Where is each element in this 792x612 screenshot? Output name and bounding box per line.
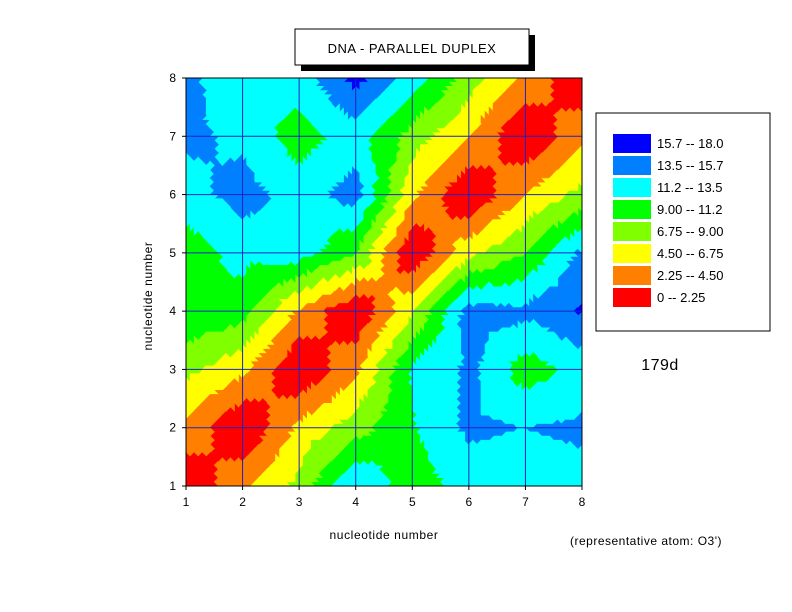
contour-cell	[302, 472, 308, 483]
contour-cell	[250, 468, 256, 479]
contour-cell	[310, 464, 316, 475]
contour-cell	[319, 456, 324, 466]
contour-cell	[201, 460, 207, 471]
contour-cell	[258, 460, 264, 471]
contour-cell	[189, 472, 195, 483]
contour-cell	[209, 451, 215, 462]
contour-cell	[306, 468, 312, 479]
chart-title: DNA - PARALLEL DUPLEX	[328, 41, 497, 56]
contour-cell	[246, 472, 252, 483]
title-box	[294, 28, 530, 66]
contour-cell	[315, 460, 320, 471]
contour-cell	[262, 456, 268, 466]
contour-cell	[323, 451, 328, 462]
contour-bands	[185, 77, 583, 487]
contour-cell	[254, 464, 260, 475]
contour-cell	[266, 451, 272, 462]
contour-cell	[197, 464, 203, 475]
contour-cell	[193, 468, 199, 479]
contour-cell	[205, 456, 211, 466]
